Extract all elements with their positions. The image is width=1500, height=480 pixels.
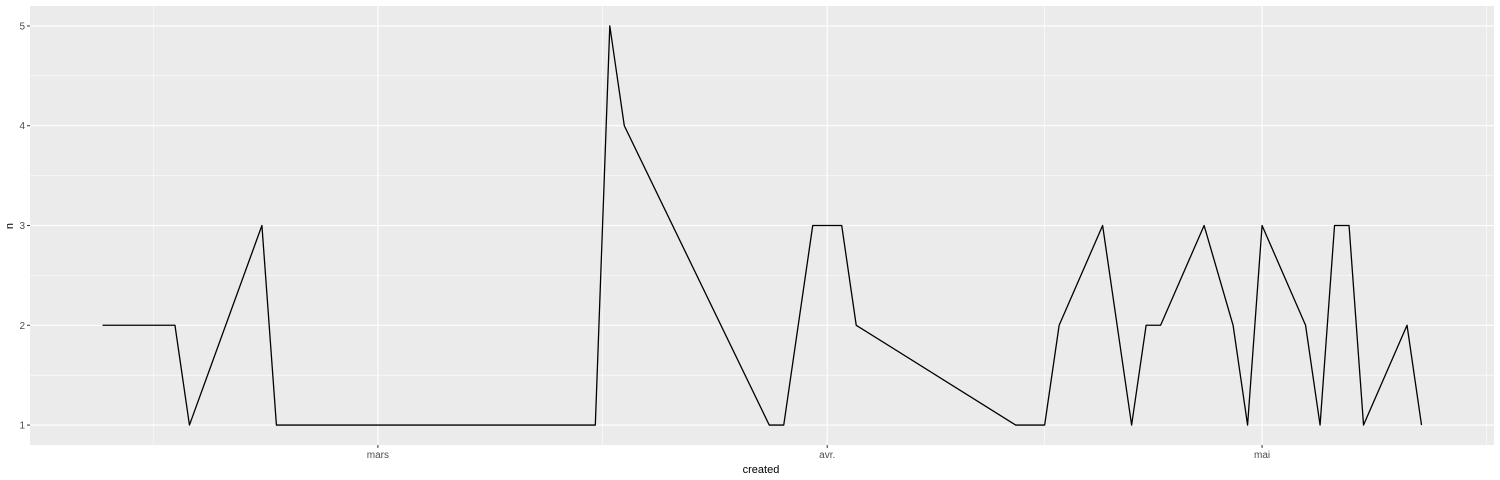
y-tick-label: 3 xyxy=(19,221,25,232)
x-tick-label: mai xyxy=(1254,450,1270,461)
y-tick-label: 2 xyxy=(19,321,25,332)
x-axis-title: created xyxy=(743,464,780,476)
y-axis: 1 2 3 4 5 xyxy=(19,21,30,432)
x-tick-label: avr. xyxy=(819,450,835,461)
y-tick-label: 1 xyxy=(19,421,25,432)
x-axis: mars avr. mai xyxy=(367,445,1270,461)
y-tick-label: 5 xyxy=(19,21,25,32)
minor-gridlines xyxy=(30,6,1494,445)
series-line xyxy=(102,25,1423,426)
y-tick-label: 4 xyxy=(19,121,25,132)
y-axis-title: n xyxy=(4,223,16,229)
x-tick-label: mars xyxy=(367,450,389,461)
